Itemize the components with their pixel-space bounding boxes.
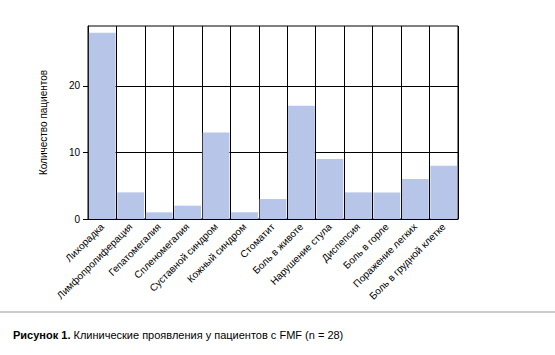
svg-text:Боль в горле: Боль в горле — [341, 221, 391, 271]
svg-text:Рисунок 1.: Рисунок 1. — [13, 329, 70, 341]
svg-text:Количество пациентов: Количество пациентов — [38, 70, 49, 175]
svg-text:Суставной синдром: Суставной синдром — [147, 221, 220, 294]
svg-text:Поражение легких: Поражение легких — [351, 221, 420, 290]
svg-text:Боль в грудной клетке: Боль в грудной клетке — [367, 221, 448, 302]
svg-text:Диспепсия: Диспепсия — [319, 221, 363, 264]
svg-text:Клинические проявления у пацие: Клинические проявления у пациентов с FMF… — [70, 329, 343, 341]
svg-text:0: 0 — [74, 214, 80, 225]
svg-text:Боль в животе: Боль в животе — [250, 221, 306, 276]
svg-text:Спленомегалия: Спленомегалия — [131, 221, 192, 281]
svg-text:20: 20 — [69, 80, 81, 91]
svg-text:Лихорадка: Лихорадка — [63, 221, 107, 264]
svg-text:Гепатомегалия: Гепатомегалия — [106, 221, 163, 278]
svg-text:Нарушение стула: Нарушение стула — [268, 221, 334, 287]
svg-text:Стоматит: Стоматит — [237, 221, 277, 261]
svg-text:Лимфопролиферация: Лимфопролиферация — [54, 221, 135, 301]
svg-text:10: 10 — [69, 147, 81, 158]
svg-text:Кожный синдром: Кожный синдром — [184, 221, 249, 285]
